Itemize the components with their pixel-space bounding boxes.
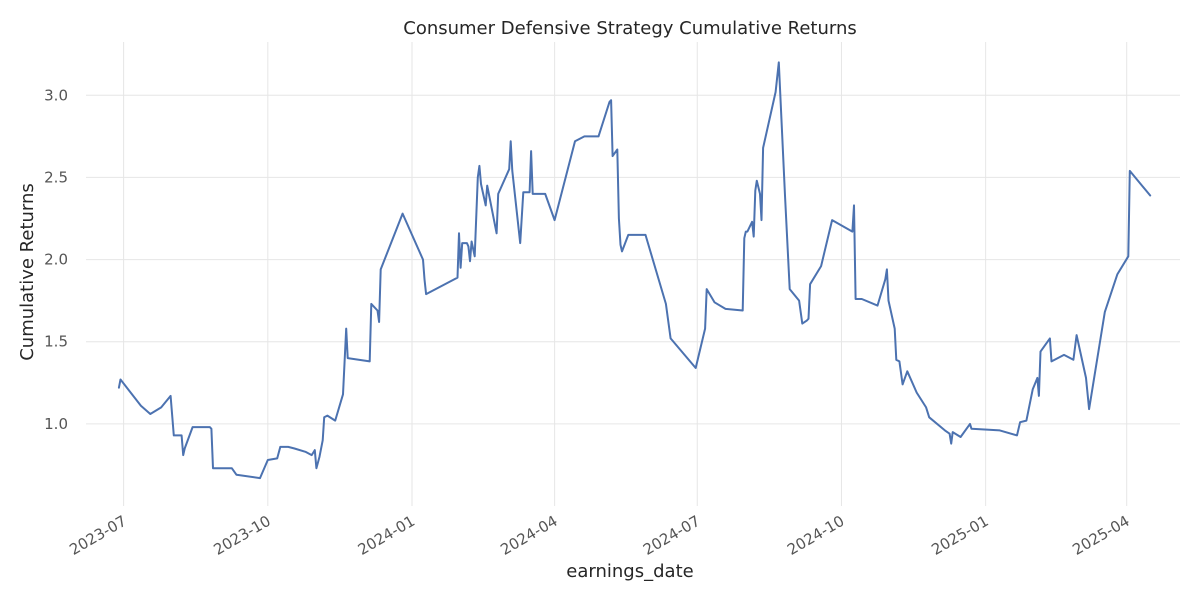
x-axis-label: earnings_date xyxy=(566,561,693,582)
series-layer xyxy=(117,61,1152,480)
x-tick-label: 2025-04 xyxy=(1069,512,1132,559)
grid-layer xyxy=(86,42,1180,506)
x-tick-label: 2023-10 xyxy=(211,512,274,559)
y-tick-label: 2.5 xyxy=(44,168,68,186)
y-tick-label: 1.5 xyxy=(44,333,68,351)
x-tick-label: 2025-01 xyxy=(928,512,991,559)
chart-title: Consumer Defensive Strategy Cumulative R… xyxy=(403,18,857,39)
x-tick-label: 2024-04 xyxy=(497,512,560,559)
x-tick-label: 2023-07 xyxy=(66,512,129,559)
x-tick-label: 2024-07 xyxy=(640,512,703,559)
series-line xyxy=(117,61,1152,480)
y-tick-label: 3.0 xyxy=(44,86,68,104)
tick-layer: 2023-07 2023-10 2024-01 2024-04 2024-07 2024-… xyxy=(44,86,1133,559)
y-tick-label: 1.0 xyxy=(44,415,68,433)
x-tick-label: 2024-01 xyxy=(355,512,418,559)
y-tick-label: 2.0 xyxy=(44,251,68,269)
y-axis-label: Cumulative Returns xyxy=(17,183,38,361)
x-tick-label: 2024-10 xyxy=(784,512,847,559)
